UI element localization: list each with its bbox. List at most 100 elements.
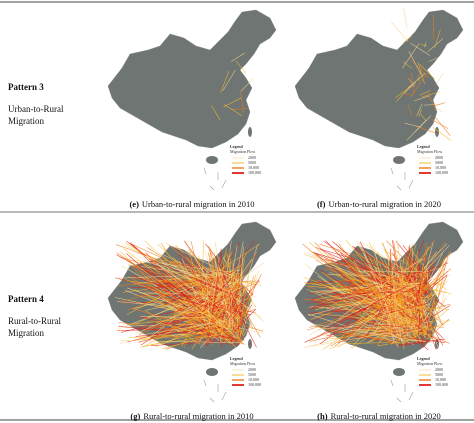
flow-line	[210, 256, 221, 313]
flow-line	[342, 290, 392, 308]
flow-line	[420, 245, 450, 277]
legend-subtitle: Migration Flow	[230, 361, 255, 366]
flow-line	[328, 286, 410, 311]
flow-line	[177, 322, 212, 332]
flow-line	[166, 259, 204, 274]
flow-line	[150, 339, 234, 346]
legend-item: 2000	[435, 367, 443, 372]
legend-item: 2000	[435, 155, 443, 160]
flow-line	[167, 301, 231, 329]
panel-label: (f)	[317, 199, 326, 209]
legend-title: Legend	[230, 144, 243, 149]
flow-line	[235, 60, 247, 74]
flow-line	[435, 107, 443, 112]
legend-title: Legend	[230, 356, 243, 361]
pattern-description: Rural-to-Rural	[8, 316, 61, 326]
flow-line	[431, 119, 449, 129]
flow-line	[216, 283, 240, 319]
flow-line	[115, 291, 215, 331]
flow-line	[153, 290, 213, 309]
flow-line	[426, 258, 446, 331]
legend-item: 5000	[435, 160, 443, 165]
flow-line	[422, 91, 440, 98]
flow-line	[306, 255, 426, 302]
flow-line	[200, 269, 220, 313]
flow-line	[396, 89, 408, 102]
flow-line	[149, 258, 225, 292]
legend-item: 100,000	[248, 170, 261, 176]
flow-line	[420, 44, 427, 46]
flow-line	[402, 337, 410, 345]
flow-line	[378, 296, 391, 327]
pattern-label: Pattern 4	[8, 294, 44, 304]
flow-line	[242, 330, 248, 337]
pattern-description: Migration	[8, 328, 44, 338]
legend-item: 2000	[248, 367, 256, 372]
flow-line	[131, 250, 235, 294]
flow-line	[211, 105, 221, 121]
flow-line	[404, 122, 422, 128]
flow-line	[140, 324, 237, 348]
flow-line	[314, 325, 401, 343]
flow-line	[397, 341, 430, 347]
flow-line	[117, 276, 244, 286]
flow-line	[372, 324, 403, 327]
panel-caption: (f) Urban-to-rural migration in 2020	[317, 199, 441, 209]
flow-line	[119, 340, 243, 344]
flow-line	[423, 42, 427, 48]
legend-item: 5000	[248, 372, 256, 377]
flow-line	[195, 304, 229, 325]
flow-line	[222, 69, 236, 91]
flow-line	[315, 279, 415, 302]
flow-line	[206, 278, 211, 330]
flow-line	[413, 278, 447, 313]
flow-line	[220, 70, 230, 93]
flow-line	[400, 279, 432, 307]
legend-item: 10,000	[248, 165, 259, 171]
flow-line	[393, 301, 408, 311]
flow-line	[416, 126, 437, 134]
flow-line	[137, 316, 238, 340]
flow-line	[131, 275, 236, 314]
flow-line	[325, 264, 404, 294]
flow-line	[312, 278, 393, 308]
flow-line	[432, 127, 452, 141]
flow-line	[240, 92, 245, 114]
flow-line	[340, 284, 418, 321]
flow-line	[426, 252, 443, 285]
legend-item: 10,000	[435, 377, 446, 383]
flow-line	[162, 330, 233, 350]
flow-line	[381, 260, 414, 325]
legend-item: 2000	[248, 155, 256, 160]
legend-item: 5000	[248, 160, 256, 165]
flow-line	[414, 331, 432, 336]
legend-subtitle: Migration Flow	[417, 149, 442, 154]
flow-line	[392, 292, 417, 338]
legend-title: Legend	[417, 356, 430, 361]
flow-line	[403, 8, 408, 29]
flow-line	[408, 50, 422, 75]
flow-line	[155, 321, 218, 339]
flow-line	[234, 277, 257, 308]
flow-line	[410, 42, 430, 56]
legend-subtitle: Migration Flow	[417, 361, 442, 366]
legend-title: Legend	[417, 144, 430, 149]
flow-line	[188, 249, 210, 276]
flow-line	[231, 52, 245, 62]
flow-line	[190, 287, 229, 312]
flow-line	[209, 258, 253, 321]
flow-line	[213, 248, 222, 310]
flow-line	[395, 84, 414, 99]
flow-line	[412, 323, 444, 328]
flow-line	[412, 287, 440, 322]
flow-line	[224, 104, 243, 117]
legend-item: 100,000	[435, 170, 448, 176]
panel-caption: (h) Rural-to-rural migration in 2020	[317, 411, 441, 421]
flow-line	[407, 72, 426, 89]
